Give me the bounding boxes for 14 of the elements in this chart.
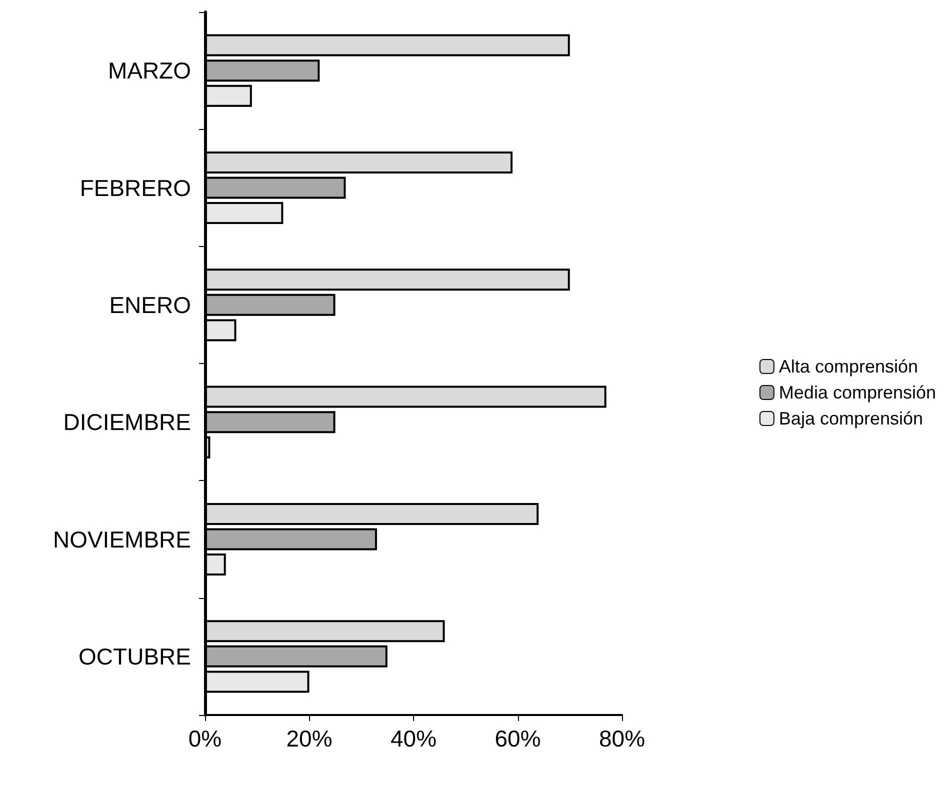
legend-label: Media comprensión <box>778 382 936 402</box>
y-tick-label: NOVIEMBRE <box>52 526 191 552</box>
x-tick-label: 20% <box>286 726 332 752</box>
legend-label: Alta comprensión <box>778 356 918 376</box>
y-tick-label: OCTUBRE <box>78 643 191 670</box>
y-tick-label: DICIEMBRE <box>63 409 191 436</box>
x-tick-label: 60% <box>494 726 541 752</box>
x-tick-label: 0% <box>188 726 222 752</box>
x-tick-label: 40% <box>390 726 437 752</box>
y-tick-label: ENERO <box>109 292 191 318</box>
y-tick-label: FEBRERO <box>80 174 191 201</box>
y-tick-label: MARZO <box>108 58 191 84</box>
legend-label: Baja comprensión <box>778 408 924 428</box>
x-tick-label: 80% <box>598 726 646 752</box>
